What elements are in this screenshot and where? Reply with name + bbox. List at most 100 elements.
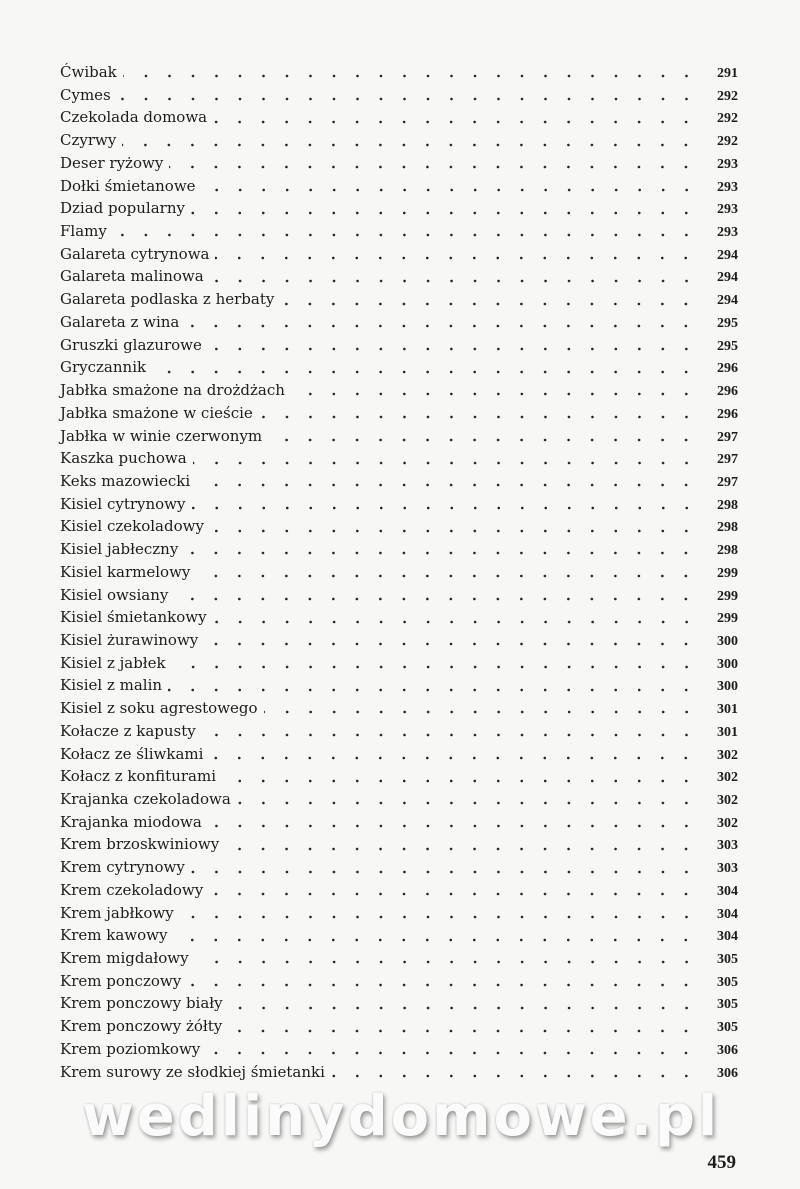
dot-leader bbox=[228, 1005, 698, 1010]
entry-page: 303 bbox=[717, 861, 738, 877]
entry-page: 298 bbox=[717, 497, 738, 513]
index-entry: Galareta podlaska z herbaty 294 bbox=[60, 288, 738, 311]
entry-page: 300 bbox=[717, 679, 738, 695]
index-entry: Kisiel cytrynowy 298 bbox=[60, 493, 738, 516]
index-entry: Galareta z wina 295 bbox=[60, 311, 738, 334]
index-entry: Krem kawowy 304 bbox=[60, 924, 738, 947]
dot-leader bbox=[190, 210, 698, 215]
entry-page: 306 bbox=[717, 1065, 738, 1081]
index-entry: Galareta malinowa 294 bbox=[60, 265, 738, 288]
entry-title: Kisiel z malin bbox=[60, 676, 163, 695]
dot-leader bbox=[258, 415, 698, 420]
dot-leader bbox=[213, 119, 698, 124]
index-entry: Krajanka czekoladowa 302 bbox=[60, 788, 738, 811]
index-list: Ćwibak 291 Cymes 292 Czekolada domowa 292 Czyr… bbox=[60, 61, 738, 1083]
entry-title: Jabłka w winie czerwonym bbox=[60, 426, 263, 445]
entry-title: Kisiel owsiany bbox=[60, 585, 169, 604]
dot-leader bbox=[201, 733, 698, 738]
index-entry: Krem migdałowy 305 bbox=[60, 947, 738, 970]
index-entry: Ćwibak 291 bbox=[60, 61, 738, 84]
index-entry: Keks mazowiecki 297 bbox=[60, 470, 738, 493]
index-entry: Dziad popularny 293 bbox=[60, 197, 738, 220]
entry-title: Deser ryżowy bbox=[60, 153, 164, 172]
entry-title: Krem jabłkowy bbox=[60, 903, 174, 922]
index-entry: Krem jabłkowy 304 bbox=[60, 902, 738, 925]
dot-leader bbox=[206, 1051, 698, 1056]
entry-page: 294 bbox=[717, 270, 738, 286]
entry-page: 298 bbox=[717, 520, 738, 536]
entry-title: Keks mazowiecki bbox=[60, 471, 191, 490]
dot-leader bbox=[215, 256, 698, 261]
dot-leader bbox=[152, 369, 698, 374]
index-entry: Krem poziomkowy 306 bbox=[60, 1038, 738, 1061]
entry-page: 296 bbox=[717, 384, 738, 400]
index-entry: Czyrwy 292 bbox=[60, 129, 738, 152]
entry-page: 296 bbox=[717, 361, 738, 377]
dot-leader bbox=[222, 778, 698, 783]
page-number: 459 bbox=[707, 1152, 737, 1173]
index-entry: Jabłka smażone na drożdżach 296 bbox=[60, 379, 738, 402]
entry-title: Czekolada domowa bbox=[60, 108, 208, 127]
index-entry: Kołacz ze śliwkami 302 bbox=[60, 743, 738, 766]
entry-title: Gryczannik bbox=[60, 358, 147, 377]
entry-page: 298 bbox=[717, 543, 738, 559]
dot-leader bbox=[207, 824, 698, 829]
index-entry: Galareta cytrynowa 294 bbox=[60, 243, 738, 266]
entry-page: 292 bbox=[717, 134, 738, 150]
index-entry: Jabłka w winie czerwonym 297 bbox=[60, 425, 738, 448]
watermark: wedlinydomowe.pl bbox=[82, 1084, 721, 1149]
index-entry: Krem czekoladowy 304 bbox=[60, 879, 738, 902]
index-entry: Krajanka miodowa 302 bbox=[60, 811, 738, 834]
entry-page: 299 bbox=[717, 588, 738, 604]
entry-title: Galareta podlaska z herbaty bbox=[60, 290, 275, 309]
dot-leader bbox=[209, 755, 698, 760]
index-entry: Kisiel karmelowy 299 bbox=[60, 561, 738, 584]
index-entry: Cymes 292 bbox=[60, 84, 738, 107]
entry-page: 292 bbox=[717, 88, 738, 104]
entry-page: 305 bbox=[717, 974, 738, 990]
dot-leader bbox=[194, 960, 698, 965]
entry-title: Dołki śmietanowe bbox=[60, 176, 196, 195]
index-entry: Krem cytrynowy 303 bbox=[60, 856, 738, 879]
dot-leader bbox=[179, 914, 698, 919]
dot-leader bbox=[196, 483, 698, 488]
dot-leader bbox=[171, 665, 698, 670]
entry-title: Kisiel czekoladowy bbox=[60, 517, 204, 536]
entry-page: 304 bbox=[717, 883, 738, 899]
entry-page: 302 bbox=[717, 747, 738, 763]
entry-title: Krem cytrynowy bbox=[60, 858, 185, 877]
dot-leader bbox=[187, 983, 698, 988]
entry-page: 292 bbox=[717, 111, 738, 127]
index-entry: Deser ryżowy 293 bbox=[60, 152, 738, 175]
dot-leader bbox=[184, 551, 698, 556]
entry-page: 299 bbox=[717, 565, 738, 581]
dot-leader bbox=[263, 710, 698, 715]
entry-page: 294 bbox=[717, 247, 738, 263]
index-entry: Kisiel czekoladowy 298 bbox=[60, 515, 738, 538]
entry-page: 294 bbox=[717, 293, 738, 309]
index-entry: Gryczannik 296 bbox=[60, 356, 738, 379]
dot-leader bbox=[280, 301, 698, 306]
dot-leader bbox=[209, 278, 698, 283]
index-entry: Jabłka smażone w cieście 296 bbox=[60, 402, 738, 425]
entry-page: 297 bbox=[717, 429, 738, 445]
entry-title: Krem ponczowy bbox=[60, 971, 182, 990]
entry-title: Kisiel śmietankowy bbox=[60, 608, 207, 627]
dot-leader bbox=[212, 619, 698, 624]
entry-page: 301 bbox=[717, 724, 738, 740]
dot-leader bbox=[201, 187, 698, 192]
entry-page: 293 bbox=[717, 202, 738, 218]
entry-title: Jabłka smażone w cieście bbox=[60, 403, 253, 422]
entry-page: 293 bbox=[717, 225, 738, 241]
dot-leader bbox=[190, 869, 698, 874]
entry-page: 306 bbox=[717, 1042, 738, 1058]
entry-title: Krem ponczowy żółty bbox=[60, 1017, 223, 1036]
dot-leader bbox=[290, 392, 698, 397]
dot-leader bbox=[192, 460, 698, 465]
index-entry: Krem ponczowy biały 305 bbox=[60, 992, 738, 1015]
entry-page: 300 bbox=[717, 656, 738, 672]
entry-page: 304 bbox=[717, 929, 738, 945]
entry-page: 305 bbox=[717, 952, 738, 968]
entry-title: Flamy bbox=[60, 222, 107, 241]
dot-leader bbox=[236, 801, 698, 806]
